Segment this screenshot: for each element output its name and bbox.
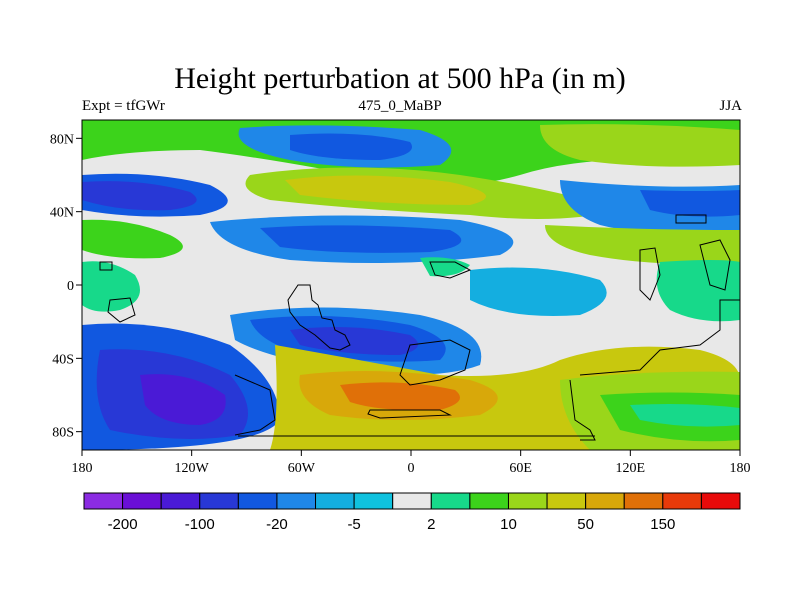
- band-mid-deepblue: [260, 225, 462, 253]
- colorbar-swatch-1: [122, 492, 162, 510]
- band-east-deepblue: [640, 190, 740, 217]
- colorbar-swatch-4: [237, 492, 278, 510]
- colorbar-swatch-11: [507, 492, 548, 510]
- x-tick-label-4: 60E: [509, 461, 532, 476]
- x-tick-label-2: 60W: [288, 461, 316, 476]
- colorbar-swatch-2: [160, 492, 201, 510]
- colorbar-label-2: -20: [266, 516, 288, 533]
- experiment-label: Expt = tfGWr: [82, 98, 165, 114]
- band-nw-deepblue: [82, 181, 197, 211]
- coast-arabia: [429, 261, 472, 279]
- colorbar-swatch-3: [199, 492, 239, 510]
- y-tick-label-3: 40S: [52, 352, 74, 367]
- colorbar-swatch-16: [700, 492, 741, 510]
- band-north-deepblue: [290, 133, 412, 160]
- band-ne-yellowgreen: [540, 124, 740, 167]
- coast-south-america: [287, 284, 351, 351]
- coast-islands: [99, 261, 113, 271]
- tropic-e-green: [656, 260, 740, 322]
- colorbar-label-3: -5: [347, 516, 360, 533]
- south-east-green: [630, 404, 740, 427]
- south-darkorange: [340, 382, 460, 411]
- colorbar-label-1: -100: [185, 516, 215, 533]
- band-w-lime: [82, 219, 183, 259]
- coast-asia: [579, 299, 740, 376]
- coastlines: [99, 214, 740, 441]
- y-tick-label-0: 80N: [50, 132, 74, 147]
- coast-antarctic-west: [234, 374, 276, 436]
- x-tick-label-6: 180: [730, 461, 751, 476]
- plot-title: Height perturbation at 500 hPa (in m): [174, 62, 626, 95]
- y-tick-label-4: 80S: [52, 426, 74, 441]
- coast-weddell: [367, 409, 452, 419]
- coast-pacific-island: [699, 239, 731, 291]
- y-tick-label-1: 40N: [50, 206, 74, 221]
- colorbar-swatch-9: [430, 492, 471, 510]
- colorbar-swatch-10: [469, 492, 509, 510]
- colorbar-label-7: 150: [650, 516, 675, 533]
- map-axes: 180 120W 60W 0 60E 120E 180 80N 40N 0 40S 80S: [50, 132, 751, 476]
- x-tick-label-3: 0: [408, 461, 415, 476]
- x-tick-label-0: 180: [72, 461, 93, 476]
- colorbar-swatch-15: [662, 492, 702, 510]
- band-mid-olive: [285, 175, 486, 205]
- tropic-center-cyan: [470, 267, 607, 316]
- colorbar-swatch-6: [315, 492, 355, 510]
- colorbar-swatch-0: [83, 492, 124, 510]
- coast-australia-north: [639, 247, 661, 301]
- colorbar-swatch-13: [585, 492, 625, 510]
- contour-field: [82, 120, 740, 450]
- colorbar-swatch-12: [546, 492, 587, 510]
- colorbar-label-4: 2: [427, 516, 435, 533]
- coast-central-america: [107, 297, 136, 323]
- south-mid-darkest: [290, 326, 418, 355]
- colorbar-swatch-7: [353, 492, 394, 510]
- colorbar-label-0: -200: [108, 516, 138, 533]
- colorbar-swatch-5: [276, 492, 317, 510]
- colorbar: -200 -100 -20 -5 2 10 50 150: [83, 492, 741, 533]
- season-label: JJA: [719, 98, 742, 114]
- x-tick-label-1: 120W: [175, 461, 210, 476]
- period-label: 475_0_MaBP: [358, 98, 442, 114]
- x-tick-label-5: 120E: [616, 461, 646, 476]
- colorbar-swatch-14: [623, 492, 664, 510]
- tropic-w-green: [82, 261, 140, 312]
- coast-india: [569, 379, 596, 441]
- colorbar-swatch-8: [392, 492, 432, 510]
- south-west-violet: [140, 374, 226, 425]
- coast-japan: [675, 214, 707, 224]
- band-east-yellowgreen: [545, 225, 740, 264]
- colorbar-label-5: 10: [500, 516, 517, 533]
- y-tick-label-2: 0: [67, 279, 74, 294]
- coast-africa: [399, 339, 471, 386]
- colorbar-label-6: 50: [577, 516, 594, 533]
